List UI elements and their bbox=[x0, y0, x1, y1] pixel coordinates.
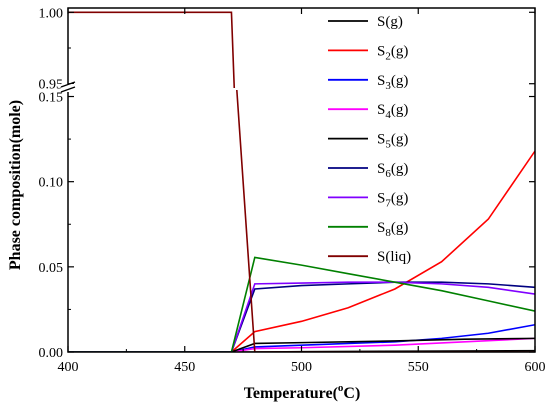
legend-label: S8(g) bbox=[377, 220, 408, 239]
series-line-sliq bbox=[68, 11, 535, 352]
legend-label: S6(g) bbox=[377, 161, 408, 180]
x-tick-label: 400 bbox=[58, 360, 79, 375]
x-tick-label: 600 bbox=[525, 360, 546, 375]
y-tick-label: 0.15 bbox=[39, 91, 64, 106]
axis-break-mark bbox=[60, 86, 76, 93]
series-line-s7g bbox=[68, 281, 535, 352]
legend: S(g) S2(g) S3(g) S4(g) S5(g) S6(g) S7(g) S8(g) S… bbox=[328, 14, 411, 265]
y-tick-label: 0.00 bbox=[39, 346, 64, 361]
plot-frame bbox=[67, 7, 536, 353]
axes: 400 450 500 550 600 0.00 0.05 0.10 0.150.95 1.00 bbox=[39, 6, 546, 375]
legend-label: S3(g) bbox=[377, 73, 408, 92]
y-tick-label: 0.05 bbox=[39, 261, 64, 276]
series-line-s5g bbox=[68, 337, 535, 352]
legend-label: S5(g) bbox=[377, 132, 408, 151]
y-tick-label: 0.10 bbox=[39, 176, 64, 191]
legend-label: S2(g) bbox=[377, 43, 408, 62]
legend-label: S4(g) bbox=[377, 102, 408, 121]
x-tick-label: 450 bbox=[174, 360, 195, 375]
legend-label: S(liq) bbox=[377, 249, 411, 265]
series-line-s2g bbox=[68, 150, 535, 352]
x-tick-label: 500 bbox=[291, 360, 312, 375]
legend-label: S(g) bbox=[377, 14, 403, 30]
y-axis-title: Phase composition(mole) bbox=[7, 100, 24, 270]
y-tick-label-upper: 0.95 bbox=[39, 78, 64, 93]
series-line-s8g bbox=[68, 256, 535, 352]
axis-break-gap bbox=[61, 84, 75, 92]
y-tick-label-upper: 1.00 bbox=[39, 6, 64, 21]
plot-area bbox=[68, 11, 535, 352]
x-tick-label: 550 bbox=[408, 360, 429, 375]
axis-break-mark bbox=[60, 81, 76, 88]
legend-label: S7(g) bbox=[377, 190, 408, 209]
x-axis-title: Temperature(oC) bbox=[244, 382, 361, 402]
